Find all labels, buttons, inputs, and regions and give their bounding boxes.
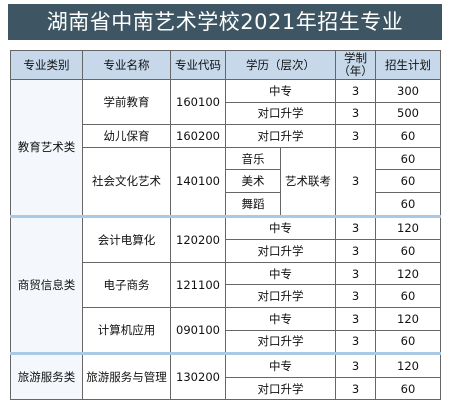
column-header: 招生计划 [375, 50, 441, 80]
table-row: 社会文化艺术 140100 音乐 艺术联考 3 60 [11, 146, 441, 217]
level: 对口升学 [225, 239, 336, 263]
level: 中专 [225, 261, 336, 286]
years: 3 [335, 146, 376, 217]
program-code: 140100 [170, 146, 226, 217]
specialty: 舞蹈 [225, 191, 281, 217]
years: 3 [335, 214, 376, 241]
plan: 500 [375, 101, 441, 126]
table-body: 教育艺术类 学前教育 160100 中专 3 300 对口升学 3 500 幼儿保育 160200 对… [10, 78, 441, 400]
plan: 60 [375, 329, 441, 355]
years: 3 [335, 352, 376, 378]
column-header: 专业名称 [82, 50, 171, 80]
program-code: 090100 [170, 306, 226, 355]
plan: 120 [375, 352, 441, 378]
level: 中专 [225, 306, 336, 331]
category-cell: 旅游服务类 [10, 352, 83, 400]
years: 3 [335, 79, 376, 103]
table-row: 教育艺术类 学前教育 160100 中专 3 300 [10, 78, 441, 217]
table-row: 对口升学 3 60 [11, 284, 441, 308]
plan: 60 [375, 239, 441, 263]
table-row: 电子商务 121100 中专 3 120 [11, 261, 441, 308]
plan: 60 [375, 284, 441, 308]
enrollment-table: 专业类别 专业名称 专业代码 学历（层次） 学制（年） 招生计划 教育艺术类 学前教育 160… [10, 50, 441, 400]
specialty: 音乐 [225, 146, 281, 171]
level: 对口升学 [225, 329, 336, 355]
years: 3 [335, 284, 376, 308]
header-row: 专业类别 专业名称 专业代码 学历（层次） 学制（年） 招生计划 [10, 50, 441, 80]
level: 中专 [225, 79, 336, 103]
plan: 120 [375, 306, 441, 331]
plan: 120 [375, 261, 441, 286]
program-code: 121100 [170, 261, 226, 308]
table-row: 对口升学 3 500 [11, 101, 441, 126]
table-row: 美术 60 [11, 169, 441, 193]
plan: 60 [375, 169, 441, 193]
plan: 300 [375, 79, 441, 103]
table-row: 计算机应用 090100 中专 3 120 [11, 306, 441, 355]
plan: 60 [375, 146, 441, 171]
level: 对口升学 [225, 124, 336, 148]
level: 中专 [225, 214, 336, 241]
program-code: 120200 [170, 214, 226, 263]
years: 3 [335, 261, 376, 286]
table-row: 旅游服务类 旅游服务与管理 130200 中专 3 120 [10, 352, 441, 400]
level: 对口升学 [225, 101, 336, 126]
years: 3 [335, 124, 376, 148]
table-row: 商贸信息类 会计电算化 120200 中专 3 120 [10, 214, 441, 355]
level: 对口升学 [225, 284, 336, 308]
program-name: 学前教育 [82, 78, 171, 126]
plan: 60 [375, 376, 441, 400]
level: 中专 [225, 352, 336, 378]
program-code: 160100 [170, 78, 226, 126]
table-row: 对口升学 3 60 [11, 239, 441, 263]
years: 3 [335, 239, 376, 263]
category-cell: 教育艺术类 [10, 79, 83, 217]
years: 3 [335, 376, 376, 400]
program-name: 会计电算化 [82, 214, 171, 263]
table-row: 对口升学 3 60 [11, 329, 441, 355]
level: 对口升学 [225, 376, 336, 400]
title: 湖南省中南艺术学校2021年招生专业 [8, 4, 442, 40]
program-name: 幼儿保育 [82, 124, 171, 148]
plan: 60 [375, 124, 441, 148]
plan: 120 [375, 214, 441, 241]
table-row: 对口升学 3 60 [11, 376, 441, 400]
column-header: 专业代码 [170, 50, 226, 80]
program-code: 160200 [170, 124, 226, 148]
specialty: 美术 [225, 169, 281, 193]
category-cell: 商贸信息类 [10, 214, 83, 355]
program-name: 电子商务 [82, 261, 171, 308]
column-header: 专业类别 [10, 50, 83, 80]
column-header: 学制（年） [335, 50, 376, 80]
program-name: 旅游服务与管理 [82, 352, 171, 400]
years: 3 [335, 101, 376, 126]
program-code: 130200 [170, 352, 226, 400]
exam: 艺术联考 [280, 146, 336, 217]
years: 3 [335, 329, 376, 355]
column-header: 学历（层次） [225, 50, 336, 80]
years: 3 [335, 306, 376, 331]
program-name: 社会文化艺术 [82, 146, 171, 217]
program-name: 计算机应用 [82, 306, 171, 355]
plan: 60 [375, 191, 441, 217]
